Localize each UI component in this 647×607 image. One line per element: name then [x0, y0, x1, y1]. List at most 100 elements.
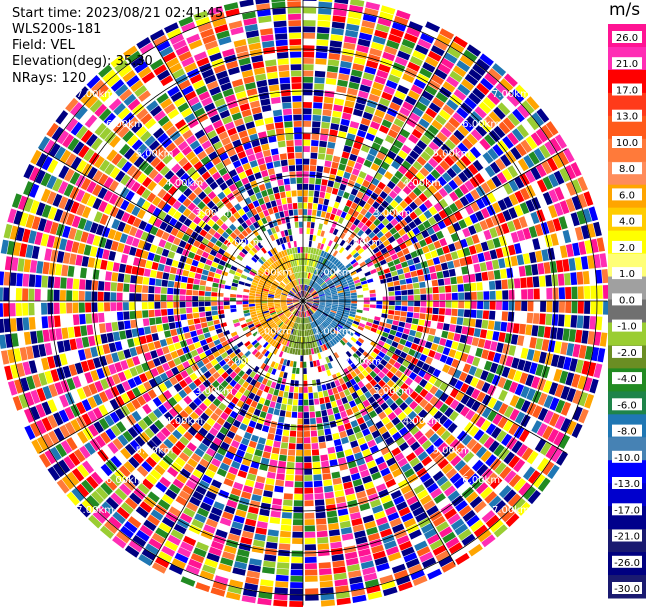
gate [430, 233, 439, 242]
gate [296, 317, 299, 323]
gate [372, 504, 384, 514]
gate [367, 344, 375, 351]
gate [136, 465, 149, 477]
gate [230, 265, 238, 272]
gate [366, 261, 374, 268]
gate [86, 181, 97, 194]
gate [308, 196, 314, 203]
gate [378, 351, 386, 359]
gate [410, 84, 423, 95]
gate [488, 68, 502, 82]
gate [462, 363, 472, 373]
gate [78, 290, 85, 301]
gate [552, 301, 559, 313]
gate [294, 481, 303, 488]
gate [310, 288, 315, 294]
gate [259, 267, 266, 273]
gate [374, 316, 381, 321]
gate [220, 557, 234, 567]
gate [292, 322, 296, 329]
gate [364, 358, 372, 366]
gate [342, 226, 350, 234]
gate [399, 279, 407, 285]
gate [56, 367, 66, 380]
gate [0, 334, 7, 349]
gate [552, 218, 562, 232]
gate [233, 247, 241, 255]
gate [401, 38, 416, 49]
gate [196, 347, 204, 355]
gate [129, 226, 138, 237]
gate [204, 469, 216, 479]
gate [149, 423, 160, 435]
gate [391, 447, 402, 457]
gate [392, 320, 400, 326]
gate [251, 494, 262, 502]
gate [324, 308, 331, 312]
gate [173, 210, 182, 220]
gate [459, 54, 474, 67]
gate [205, 286, 212, 292]
gate [341, 112, 352, 121]
gate [364, 66, 377, 75]
gate [250, 461, 260, 469]
gate [172, 200, 182, 210]
gate [117, 321, 125, 331]
gate [510, 334, 519, 345]
gate [135, 248, 143, 258]
gate [124, 320, 131, 330]
gate [436, 148, 448, 159]
gate [104, 414, 115, 427]
gate [361, 369, 369, 377]
gate [339, 348, 345, 355]
gate [195, 582, 211, 593]
gate [408, 563, 423, 575]
gate [381, 91, 393, 101]
gate [480, 419, 491, 432]
gate [480, 370, 489, 381]
gate [201, 437, 212, 447]
gate [403, 518, 417, 529]
gate [294, 348, 298, 355]
gate [376, 304, 383, 309]
gate [35, 153, 48, 168]
gate [66, 378, 76, 391]
gate [333, 336, 340, 343]
gate [325, 342, 330, 349]
gate [360, 251, 367, 258]
gate [330, 123, 340, 131]
gate [399, 210, 409, 219]
gate [211, 292, 218, 297]
gate [271, 447, 280, 454]
gate [502, 117, 516, 131]
gate [211, 306, 218, 311]
gate [392, 523, 405, 534]
gate [347, 265, 354, 271]
gate [407, 410, 417, 420]
gate [388, 441, 398, 451]
gate [109, 166, 121, 179]
gate [276, 349, 281, 357]
gate [389, 329, 397, 336]
gate [258, 346, 265, 353]
gate [198, 535, 212, 546]
gate [327, 262, 333, 269]
gate [387, 281, 394, 287]
gate [153, 218, 163, 228]
gate [381, 218, 390, 226]
gate [304, 449, 312, 456]
gate [36, 261, 44, 274]
gate [306, 303, 311, 308]
gate [461, 326, 469, 335]
gate [458, 464, 471, 476]
gate [481, 407, 492, 419]
gate [284, 353, 289, 360]
gate [9, 287, 16, 301]
gate [271, 414, 279, 422]
gate [198, 442, 209, 452]
gate [402, 346, 410, 354]
gate [475, 379, 485, 390]
gate [275, 290, 282, 294]
gate [307, 298, 313, 301]
gate [332, 302, 339, 305]
